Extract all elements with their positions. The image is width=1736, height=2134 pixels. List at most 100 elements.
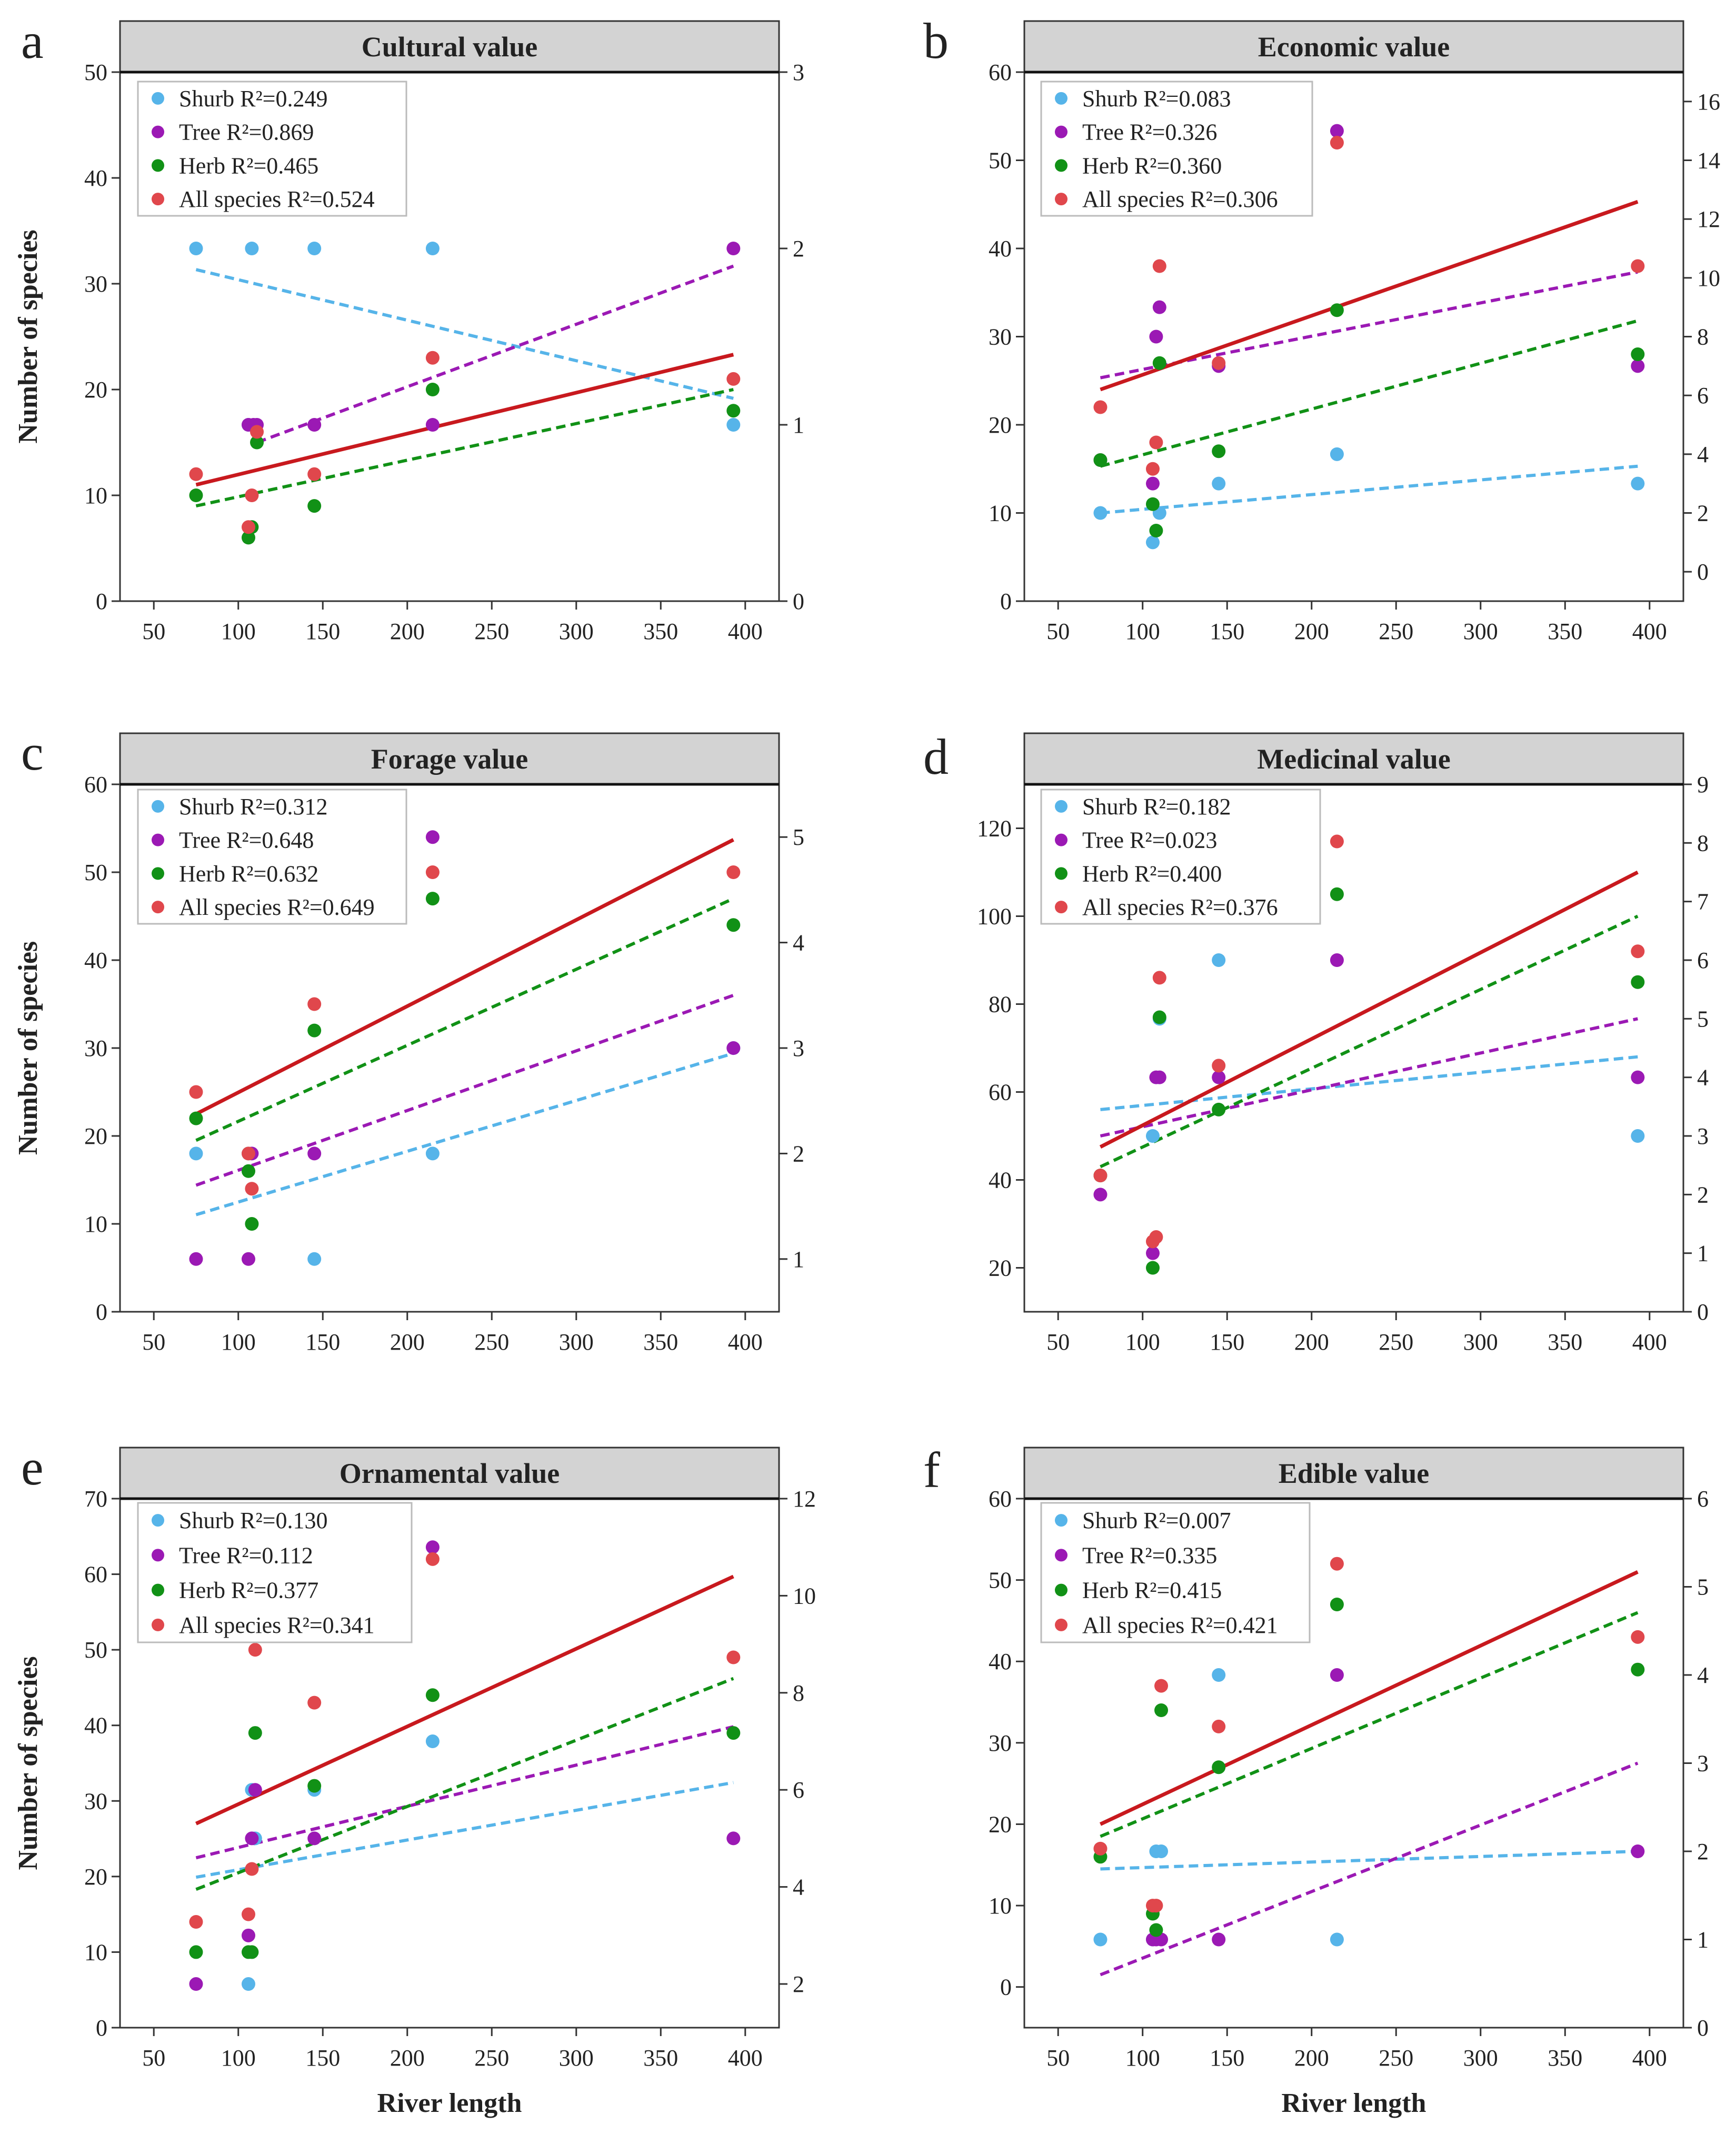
point-all [307,467,322,481]
point-herb [726,1726,741,1740]
point-herb [1149,1923,1163,1937]
x-tick-label: 50 [1046,619,1070,644]
y-tick-label: 0 [96,2015,107,2041]
chart-title: Edible value [1279,1458,1430,1489]
y2-tick-label: 16 [1697,89,1720,115]
chart-title: Economic value [1258,31,1450,63]
point-shrub [1330,447,1344,461]
y2-tick-label: 2 [793,236,804,262]
point-all [1330,136,1344,149]
x-tick-label: 100 [1125,2045,1160,2071]
point-all [1330,1557,1344,1571]
point-shrub [1212,476,1226,491]
panel-letter: f [923,1442,940,1498]
point-herb [241,1164,255,1178]
point-herb [1212,444,1226,458]
y2-tick-label: 8 [1697,830,1709,856]
y2-tick-label: 12 [793,1486,816,1512]
point-herb [1145,497,1160,511]
point-all [307,997,322,1011]
point-all [1149,1230,1163,1244]
y-tick-label: 80 [989,992,1012,1018]
legend-entry-herb: Herb R²=0.377 [179,1578,318,1603]
legend-marker-herb [152,1583,164,1597]
y-tick-label: 40 [84,165,107,191]
y-tick-label: 0 [96,1299,107,1325]
legend-entry-all: All species R²=0.341 [179,1612,375,1638]
legend-marker-tree [152,125,164,138]
point-all [726,372,741,386]
x-tick-label: 50 [1046,2045,1070,2071]
legend-entry-tree: Tree R²=0.326 [1082,119,1217,145]
point-all [726,1650,741,1664]
fit-line-all [1099,1570,1639,1826]
y-axis-label: Number of species [13,941,43,1155]
legend-marker-all [152,193,164,206]
point-herb [1330,303,1344,317]
x-tick-label: 350 [1548,1329,1582,1355]
point-shrub [189,242,203,255]
y2-tick-label: 6 [1697,383,1709,408]
fit-line-shrub [1100,464,1638,515]
legend-box [1040,81,1313,217]
panel-letter: e [21,1439,44,1495]
y-tick-label: 30 [84,1035,107,1061]
point-tree [726,242,741,255]
point-tree [248,1783,262,1797]
point-all [1212,356,1226,370]
y-tick-label: 20 [84,377,107,403]
y-tick-label: 60 [989,1080,1012,1105]
legend-marker-tree [152,1549,164,1562]
legend-box [137,81,407,217]
legend-marker-shrub [152,92,164,105]
x-tick-label: 100 [221,2045,256,2071]
x-tick-label: 200 [390,1329,425,1355]
y-tick-label: 0 [96,589,107,614]
y-tick-label: 10 [84,483,107,508]
y-tick-label: 60 [989,1486,1012,1512]
point-all [241,1907,255,1921]
x-tick-label: 150 [305,2045,340,2071]
y2-tick-label: 3 [1697,1751,1709,1777]
x-tick-label: 150 [1210,619,1244,644]
point-shrub [1145,1129,1160,1143]
y2-tick-label: 1 [1697,1927,1709,1953]
point-tree [1330,1668,1344,1682]
y-axis-label: Number of species [13,230,43,443]
x-tick-label: 400 [1632,1329,1667,1355]
point-all [189,1915,203,1929]
legend-entry-shrub: Shurb R²=0.249 [179,86,327,112]
point-herb [307,1023,322,1038]
x-tick-label: 400 [1632,619,1667,644]
point-herb [425,383,440,396]
fit-line-all [1100,200,1639,392]
x-tick-label: 300 [559,2045,594,2071]
legend-entry-all: All species R²=0.649 [179,894,375,920]
point-tree [425,1540,440,1554]
y-tick-label: 50 [84,1637,107,1663]
panel-letter: a [21,13,44,69]
point-herb [1330,1598,1344,1611]
legend-marker-tree [1055,833,1067,846]
y-axis-label: Number of species [13,1656,43,1870]
point-shrub [189,1146,203,1161]
point-herb [1631,975,1645,989]
y2-tick-label: 0 [1697,1299,1709,1325]
y2-tick-label: 4 [1697,442,1709,467]
y-tick-label: 50 [989,1568,1012,1593]
point-tree [425,830,440,844]
x-tick-label: 150 [305,619,340,644]
point-shrub [241,1977,255,1991]
x-tick-label: 300 [1463,2045,1498,2071]
point-herb [1212,1760,1226,1774]
y-tick-label: 20 [84,1864,107,1890]
legend-marker-tree [1055,1549,1067,1562]
point-tree [1212,1070,1226,1084]
y-tick-label: 20 [84,1123,107,1149]
point-tree [1145,476,1160,491]
point-herb [425,892,440,906]
point-all [425,351,440,365]
fit-line-herb [1100,914,1639,1169]
